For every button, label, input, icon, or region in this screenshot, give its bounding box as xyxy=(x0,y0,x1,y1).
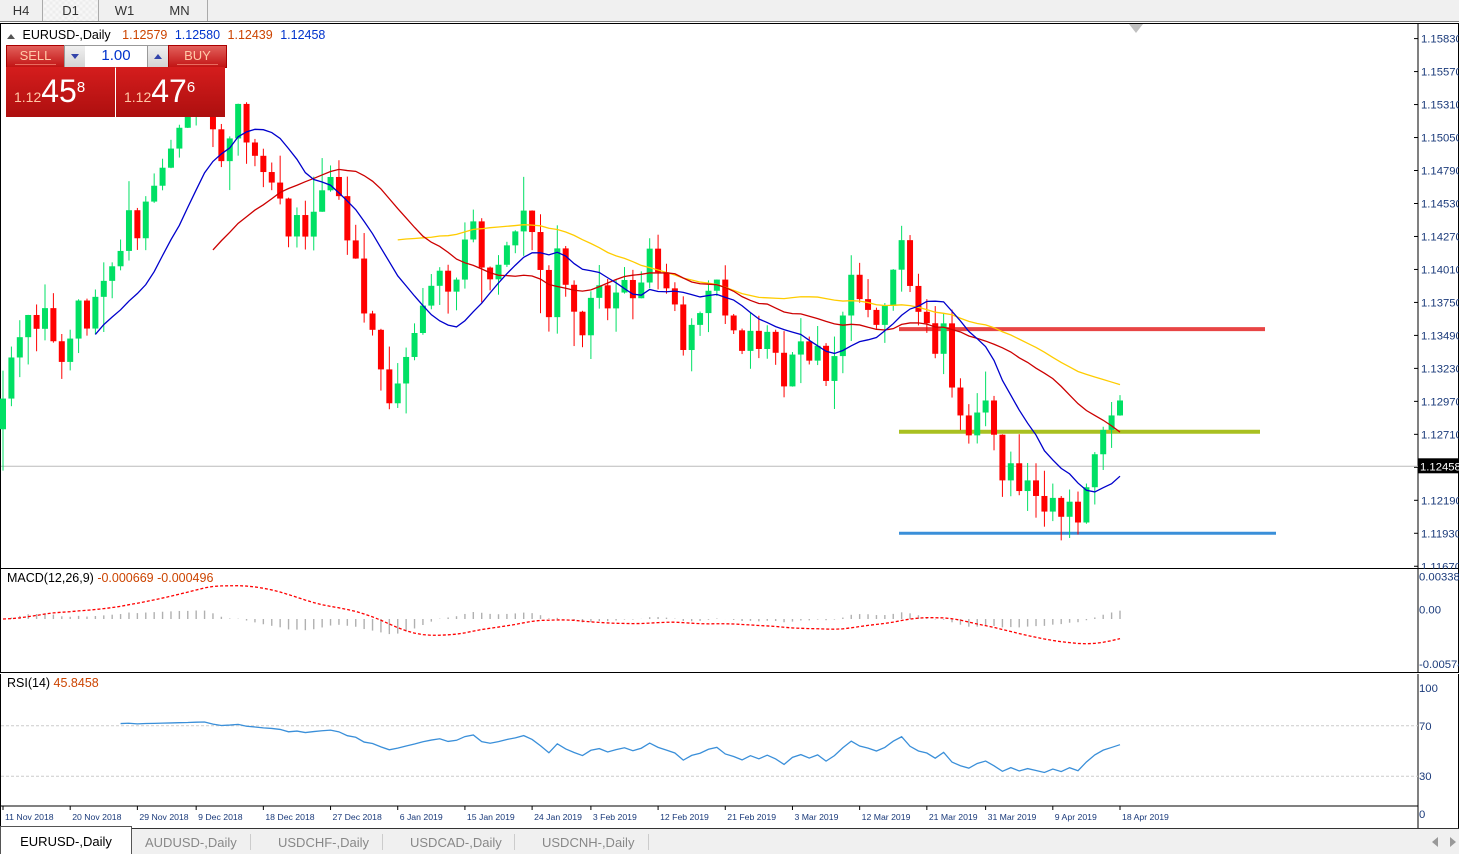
svg-text:1.14010: 1.14010 xyxy=(1421,264,1459,276)
svg-text:20 Nov 2018: 20 Nov 2018 xyxy=(72,812,121,822)
svg-text:9 Apr 2019: 9 Apr 2019 xyxy=(1055,812,1097,822)
svg-text:9 Dec 2018: 9 Dec 2018 xyxy=(198,812,243,822)
svg-text:1.11930: 1.11930 xyxy=(1421,528,1459,540)
svg-text:100: 100 xyxy=(1419,683,1438,695)
svg-text:1.12190: 1.12190 xyxy=(1421,495,1459,507)
svg-text:31 Mar 2019: 31 Mar 2019 xyxy=(988,812,1037,822)
svg-text:1.15310: 1.15310 xyxy=(1421,100,1459,112)
svg-text:70: 70 xyxy=(1419,721,1432,733)
svg-text:18 Apr 2019: 18 Apr 2019 xyxy=(1122,812,1169,822)
svg-text:0.00: 0.00 xyxy=(1419,604,1441,616)
svg-text:6 Jan 2019: 6 Jan 2019 xyxy=(400,812,443,822)
svg-text:30: 30 xyxy=(1419,771,1432,783)
svg-text:1.12970: 1.12970 xyxy=(1421,396,1459,408)
svg-text:21 Mar 2019: 21 Mar 2019 xyxy=(929,812,978,822)
svg-text:1.13230: 1.13230 xyxy=(1421,363,1459,375)
svg-text:0: 0 xyxy=(1419,809,1425,821)
svg-text:27 Dec 2018: 27 Dec 2018 xyxy=(333,812,382,822)
svg-text:12 Mar 2019: 12 Mar 2019 xyxy=(862,812,911,822)
svg-text:1.15830: 1.15830 xyxy=(1421,34,1459,46)
svg-text:11 Nov 2018: 11 Nov 2018 xyxy=(5,812,54,822)
svg-text:1.15050: 1.15050 xyxy=(1421,133,1459,145)
svg-text:18 Dec 2018: 18 Dec 2018 xyxy=(265,812,314,822)
svg-text:1.14270: 1.14270 xyxy=(1421,231,1459,243)
svg-text:0.003386: 0.003386 xyxy=(1419,571,1459,583)
svg-text:-0.00574: -0.00574 xyxy=(1419,659,1459,671)
svg-text:3 Mar 2019: 3 Mar 2019 xyxy=(794,812,838,822)
svg-text:1.14790: 1.14790 xyxy=(1421,166,1459,178)
svg-text:1.12710: 1.12710 xyxy=(1421,429,1459,441)
svg-text:15 Jan 2019: 15 Jan 2019 xyxy=(467,812,515,822)
svg-text:21 Feb 2019: 21 Feb 2019 xyxy=(727,812,776,822)
svg-text:1.14530: 1.14530 xyxy=(1421,198,1459,210)
svg-text:29 Nov 2018: 29 Nov 2018 xyxy=(139,812,188,822)
svg-text:24 Jan 2019: 24 Jan 2019 xyxy=(534,812,582,822)
svg-text:12 Feb 2019: 12 Feb 2019 xyxy=(660,812,709,822)
svg-text:1.15570: 1.15570 xyxy=(1421,67,1459,79)
svg-text:1.12458: 1.12458 xyxy=(1420,461,1459,473)
svg-text:3 Feb 2019: 3 Feb 2019 xyxy=(593,812,637,822)
svg-text:1.13490: 1.13490 xyxy=(1421,330,1459,342)
svg-text:1.13750: 1.13750 xyxy=(1421,297,1459,309)
